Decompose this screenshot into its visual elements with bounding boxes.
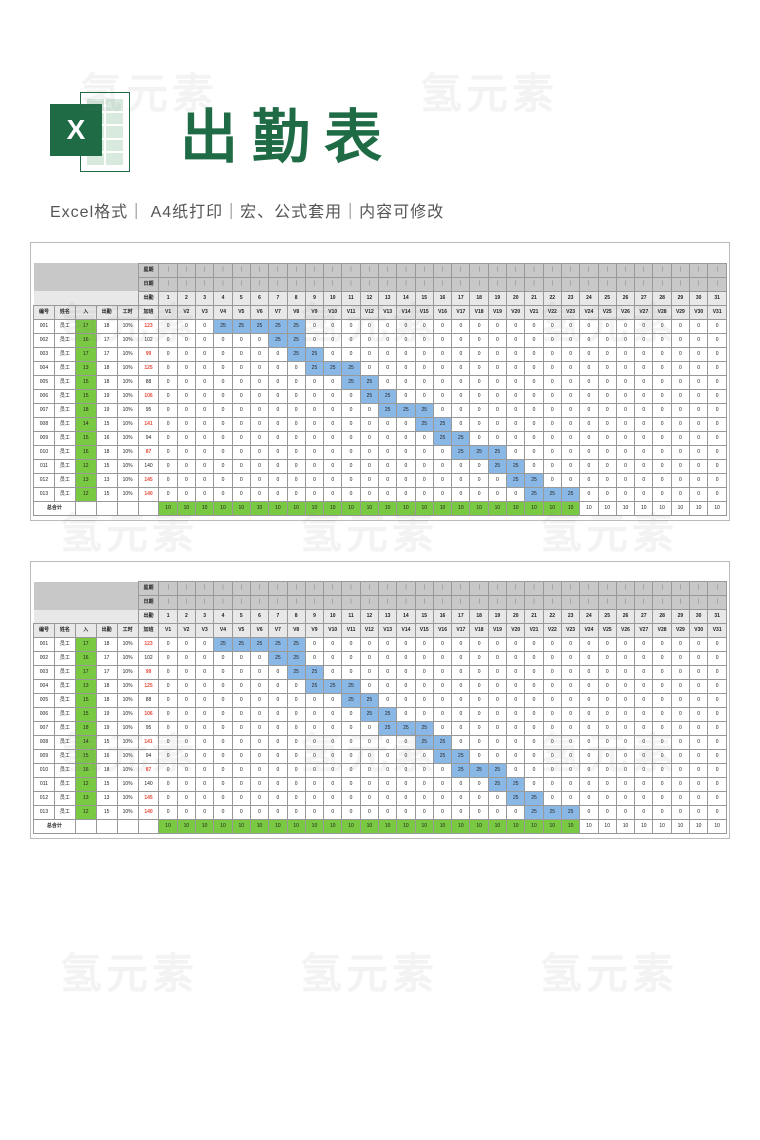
table-row: 002员工161710%1020000002525000000000000000… — [34, 333, 727, 347]
table-row: 008员工141510%1410000000000000025250000000… — [34, 417, 727, 431]
table-row: 011员工121510%1400000000000000000002525000… — [34, 778, 727, 792]
table-row: 005员工151810%8800000000002525000000000000… — [34, 694, 727, 708]
table-header-row: 星期｜｜｜｜｜｜｜｜｜｜｜｜｜｜｜｜｜｜｜｜｜｜｜｜｜｜｜｜｜｜｜ — [34, 263, 727, 277]
sheet-preview-1: 星期｜｜｜｜｜｜｜｜｜｜｜｜｜｜｜｜｜｜｜｜｜｜｜｜｜｜｜｜｜｜｜日期｜｜｜｜｜… — [30, 242, 730, 521]
table-header-row: 星期｜｜｜｜｜｜｜｜｜｜｜｜｜｜｜｜｜｜｜｜｜｜｜｜｜｜｜｜｜｜｜ — [34, 582, 727, 596]
table-row: 011员工121510%1400000000000000000002525000… — [34, 459, 727, 473]
table-column-header: 编号姓名入出勤工时加班V1V2V3V4V5V6V7V8V9V10V11V12V1… — [34, 305, 727, 319]
watermark: 氢元素 — [300, 940, 438, 1001]
table-row: 012员工131310%1450000000000000000000252500… — [34, 473, 727, 487]
summary-row: 总合计1010101010101010101010101010101010101… — [34, 820, 727, 834]
table-row: 004员工131810%1250000000025252500000000000… — [34, 361, 727, 375]
table-row: 008员工141510%1410000000000000025250000000… — [34, 736, 727, 750]
table-row: 010员工161810%8700000000000000002525250000… — [34, 764, 727, 778]
preview-container: 星期｜｜｜｜｜｜｜｜｜｜｜｜｜｜｜｜｜｜｜｜｜｜｜｜｜｜｜｜｜｜｜日期｜｜｜｜｜… — [0, 242, 760, 839]
table-row: 002员工161710%1020000002525000000000000000… — [34, 652, 727, 666]
table-row: 004员工131810%1250000000025252500000000000… — [34, 680, 727, 694]
page-title: 出勤表 — [180, 90, 396, 174]
table-row: 006员工151910%1060000000000025250000000000… — [34, 389, 727, 403]
table-row: 005员工151810%8800000000002525000000000000… — [34, 375, 727, 389]
table-row: 003员工171710%9900000002525000000000000000… — [34, 666, 727, 680]
table-row: 012员工131310%1450000000000000000000252500… — [34, 792, 727, 806]
excel-badge: X — [50, 104, 102, 156]
table-row: 007员工181910%9500000000000025252500000000… — [34, 722, 727, 736]
table-header-row: 出勤12345678910111213141516171819202122232… — [34, 610, 727, 624]
subtitle: Excel格式｜ A4纸打印｜宏、公式套用｜内容可修改 — [0, 198, 760, 242]
table-header-row: 日期｜｜｜｜｜｜｜｜｜｜｜｜｜｜｜｜｜｜｜｜｜｜｜｜｜｜｜｜｜｜｜ — [34, 277, 727, 291]
table-row: 010员工161810%8700000000000000002525250000… — [34, 445, 727, 459]
table-header-row: 出勤12345678910111213141516171819202122232… — [34, 291, 727, 305]
table-row: 001员工171810%1230002525252525000000000000… — [34, 319, 727, 333]
attendance-table: 星期｜｜｜｜｜｜｜｜｜｜｜｜｜｜｜｜｜｜｜｜｜｜｜｜｜｜｜｜｜｜｜日期｜｜｜｜｜… — [33, 568, 727, 835]
watermark: 氢元素 — [60, 940, 198, 1001]
header: X 出勤表 — [0, 0, 760, 198]
table-row: 013员工121510%1400000000000000000000025252… — [34, 806, 727, 820]
summary-row: 总合计1010101010101010101010101010101010101… — [34, 501, 727, 515]
table-row: 006员工151910%1060000000000025250000000000… — [34, 708, 727, 722]
excel-icon: X — [50, 92, 130, 172]
table-row: 001员工171810%1230002525252525000000000000… — [34, 638, 727, 652]
table-row: 009员工151610%9400000000000000025250000000… — [34, 431, 727, 445]
table-row: 003员工171710%9900000002525000000000000000… — [34, 347, 727, 361]
table-header-row: 日期｜｜｜｜｜｜｜｜｜｜｜｜｜｜｜｜｜｜｜｜｜｜｜｜｜｜｜｜｜｜｜ — [34, 596, 727, 610]
attendance-table: 星期｜｜｜｜｜｜｜｜｜｜｜｜｜｜｜｜｜｜｜｜｜｜｜｜｜｜｜｜｜｜｜日期｜｜｜｜｜… — [33, 249, 727, 516]
table-column-header: 编号姓名入出勤工时加班V1V2V3V4V5V6V7V8V9V10V11V12V1… — [34, 624, 727, 638]
table-row: 009员工151610%9400000000000000025250000000… — [34, 750, 727, 764]
watermark: 氢元素 — [540, 940, 678, 1001]
sheet-preview-2: 星期｜｜｜｜｜｜｜｜｜｜｜｜｜｜｜｜｜｜｜｜｜｜｜｜｜｜｜｜｜｜｜日期｜｜｜｜｜… — [30, 561, 730, 840]
table-row: 007员工181910%9500000000000025252500000000… — [34, 403, 727, 417]
table-row: 013员工121510%1400000000000000000000025252… — [34, 487, 727, 501]
